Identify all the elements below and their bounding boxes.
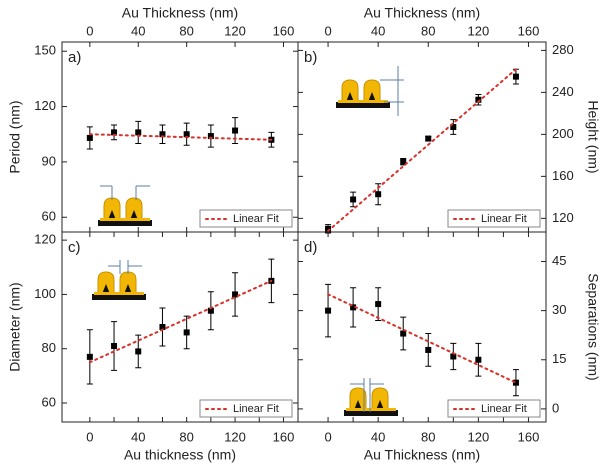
data-point xyxy=(350,304,357,311)
y-tick-label: 0 xyxy=(552,400,559,415)
plot-frame xyxy=(297,41,547,233)
legend-label: Linear Fit xyxy=(233,213,279,225)
y-tick-label: 120 xyxy=(34,232,56,247)
x-tick-label: 120 xyxy=(224,23,246,38)
y-tick-label: 15 xyxy=(552,351,566,366)
fit-line xyxy=(327,293,517,384)
data-point xyxy=(232,127,239,134)
inset-a xyxy=(97,185,153,227)
y-axis-title: Diameter (nm) xyxy=(7,282,23,371)
legend-label: Linear Fit xyxy=(481,403,527,415)
data-point xyxy=(475,96,482,103)
panel-label: c) xyxy=(68,239,81,256)
x-tick-label: 120 xyxy=(468,429,490,444)
data-point xyxy=(400,330,407,337)
x-tick-label: 0 xyxy=(86,429,93,444)
x-tick-label: 0 xyxy=(86,23,93,38)
y-tick-label: 280 xyxy=(552,42,574,57)
data-point xyxy=(111,343,118,349)
inset-d xyxy=(343,378,399,417)
x-tick-label: 80 xyxy=(179,23,193,38)
x-tick-label: 0 xyxy=(324,429,331,444)
y-tick-label: 80 xyxy=(42,340,56,355)
x-tick-label: 80 xyxy=(421,429,435,444)
y-tick-label: 30 xyxy=(552,302,566,317)
x-tick-label: 80 xyxy=(421,23,435,38)
y-tick-label: 150 xyxy=(34,43,56,58)
x-tick-label: 0 xyxy=(324,23,331,38)
x-tick-label: 160 xyxy=(518,23,540,38)
y-tick-label: 200 xyxy=(552,126,574,141)
data-point xyxy=(86,134,93,141)
data-point xyxy=(135,129,142,136)
data-point xyxy=(135,348,142,355)
data-point xyxy=(425,346,432,353)
plot-frame xyxy=(61,231,299,423)
data-point xyxy=(86,353,93,360)
data-point xyxy=(183,131,190,138)
data-point xyxy=(207,307,214,314)
data-point xyxy=(325,225,332,232)
y-axis-title: Height (nm) xyxy=(585,100,601,173)
data-point xyxy=(512,379,519,386)
legend-label: Linear Fit xyxy=(233,403,279,415)
data-point xyxy=(350,196,357,203)
data-point xyxy=(400,158,407,165)
x-axis-title: Au thickness (nm) xyxy=(124,447,236,463)
data-point xyxy=(450,124,457,131)
x-tick-label: 160 xyxy=(518,429,540,444)
legend-box xyxy=(447,399,541,418)
x-tick-label: 40 xyxy=(131,429,145,444)
data-point xyxy=(375,191,382,198)
panel-label: b) xyxy=(304,49,317,66)
y-tick-label: 120 xyxy=(552,210,574,225)
inset-b xyxy=(335,66,404,116)
x-tick-label: 40 xyxy=(371,429,385,444)
legend-box xyxy=(199,399,293,418)
panel-label: a) xyxy=(68,49,81,66)
data-point xyxy=(111,129,118,136)
x-tick-label: 120 xyxy=(468,23,490,38)
plot-frame xyxy=(297,231,547,423)
panel-label: d) xyxy=(304,239,317,256)
x-tick-label: 40 xyxy=(131,23,145,38)
y-tick-label: 120 xyxy=(34,98,56,113)
y-tick-label: 60 xyxy=(42,394,56,409)
y-axis-title: Period (nm) xyxy=(7,100,23,173)
legend-label: Linear Fit xyxy=(481,213,527,225)
x-tick-label: 120 xyxy=(224,429,246,444)
x-axis-title: Au Thickness (nm) xyxy=(122,5,238,21)
x-tick-label: 160 xyxy=(273,429,295,444)
y-tick-label: 90 xyxy=(42,153,56,168)
y-tick-label: 45 xyxy=(552,253,566,268)
y-tick-label: 160 xyxy=(552,168,574,183)
data-point xyxy=(425,135,432,142)
y-tick-label: 240 xyxy=(552,84,574,99)
y-tick-label: 100 xyxy=(34,286,56,301)
data-point xyxy=(207,133,214,140)
data-point xyxy=(183,329,190,336)
y-tick-label: 60 xyxy=(42,209,56,224)
legend-box xyxy=(199,209,293,228)
data-point xyxy=(159,324,166,330)
data-point xyxy=(450,353,457,360)
fit-line xyxy=(88,133,273,141)
inset-c xyxy=(91,260,147,301)
data-point xyxy=(232,291,239,298)
data-point xyxy=(475,356,482,363)
x-axis-title: Au Thickness (nm) xyxy=(364,447,480,463)
fit-line xyxy=(327,68,517,232)
x-axis-title: Au Thickness (nm) xyxy=(364,5,480,21)
legend-box xyxy=(447,209,541,228)
y-axis-title: Separations (nm) xyxy=(585,273,601,380)
data-point xyxy=(325,307,332,314)
x-tick-label: 80 xyxy=(179,429,193,444)
x-tick-label: 160 xyxy=(273,23,295,38)
data-point xyxy=(512,73,519,80)
data-point xyxy=(159,131,166,138)
x-tick-label: 40 xyxy=(371,23,385,38)
data-point xyxy=(375,301,382,308)
